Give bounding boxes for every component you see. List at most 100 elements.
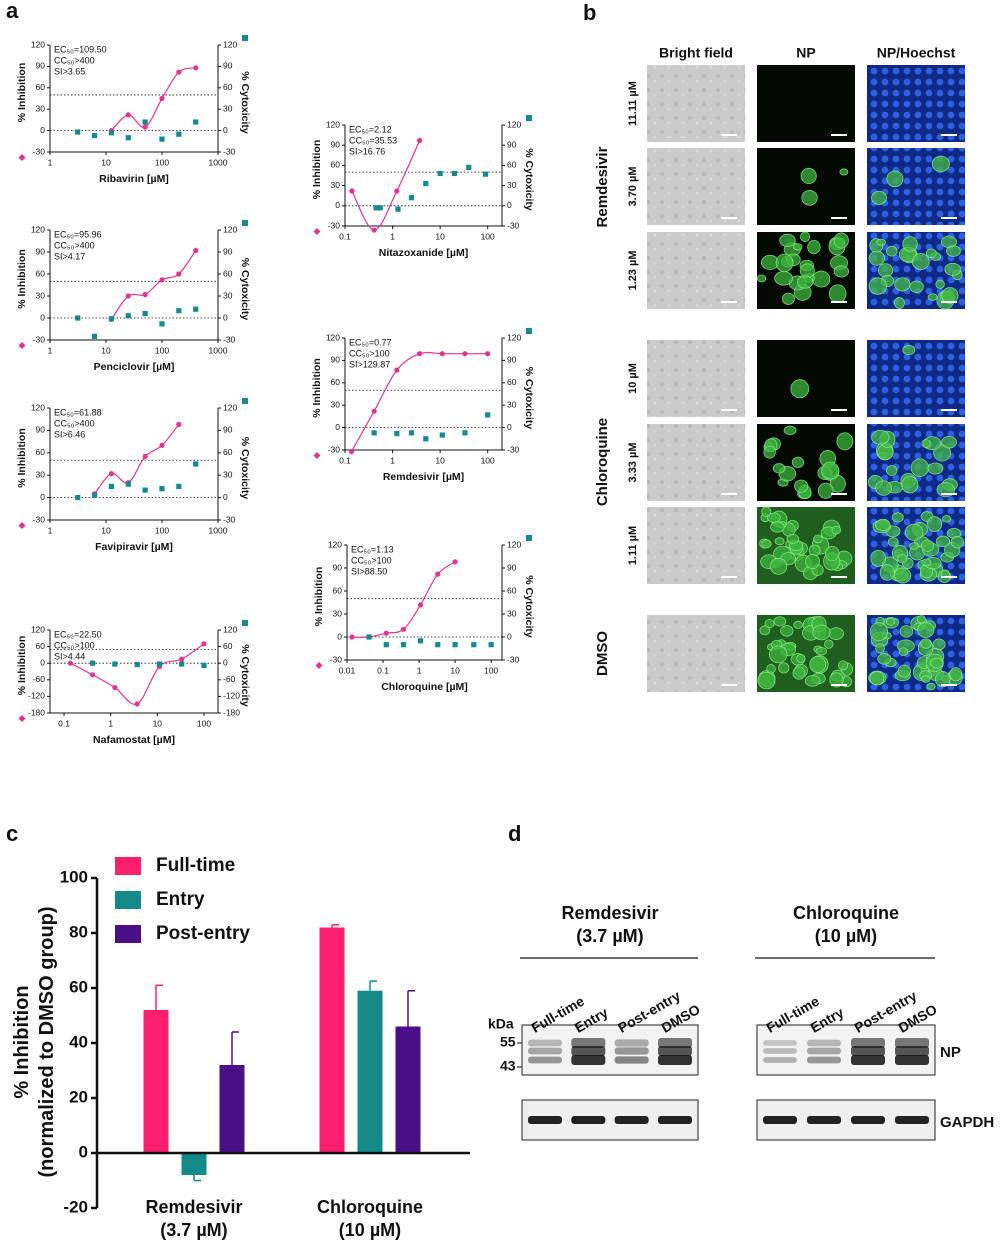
cytotoxicity-point [377, 205, 383, 211]
cytotoxicity-point [383, 642, 389, 648]
np-band [851, 1046, 885, 1056]
y-tick-label: 120 [328, 539, 342, 549]
y-axis-title: % Inhibition [16, 428, 28, 488]
y-tick-label: 60 [36, 268, 46, 278]
legend-marker [18, 154, 26, 161]
np-band [895, 1055, 929, 1065]
np-signal [894, 277, 911, 292]
y-tick-label: -30 [33, 514, 46, 524]
np-signal [766, 664, 776, 674]
y2-tick-label: 120 [507, 332, 521, 342]
y2-tick-label: -30 [507, 444, 520, 454]
annotation: SI>6.46 [54, 429, 85, 439]
annotation: CC₅₀>400 [54, 418, 95, 428]
y-tick-label: 60 [36, 82, 46, 92]
cytotoxicity-point [91, 132, 98, 139]
np-signal [891, 512, 904, 523]
inhibition-point [176, 271, 182, 277]
np-signal [824, 639, 834, 649]
np-signal [833, 265, 850, 278]
y2-tick-label: 60 [507, 377, 517, 387]
inhibition-point [349, 188, 355, 194]
cytotoxicity-point [90, 660, 96, 666]
legend-marker [18, 715, 26, 722]
cytotoxicity-point [159, 486, 165, 492]
np-signal [941, 435, 957, 449]
bright-field-image [647, 340, 745, 417]
np-image [757, 340, 855, 417]
y-tick-label: 0 [335, 200, 340, 210]
marker-unit: kDa [488, 1016, 514, 1032]
np-band [895, 1046, 929, 1056]
cytotoxicity-point [75, 495, 81, 501]
np-signal [894, 567, 912, 584]
y2-tick-label: 90 [223, 61, 233, 71]
np-signal [901, 476, 919, 494]
np-signal [942, 515, 952, 523]
np-signal [885, 617, 895, 626]
inhibition-point [67, 660, 74, 666]
np-image [757, 65, 855, 142]
x-tick-label: Remdesivir (3.7 µM) [145, 1197, 243, 1240]
cytotoxicity-point [371, 430, 377, 436]
inhibition-point [394, 188, 400, 194]
np-signal [879, 564, 895, 581]
panel-letter: d [508, 821, 521, 846]
inhibition-point [134, 701, 140, 707]
y-tick-label: 120 [31, 224, 45, 234]
np-signal [761, 539, 772, 549]
y2-tick-label: 90 [507, 355, 517, 365]
legend-marker [313, 228, 321, 235]
gapdh-band [763, 1116, 797, 1124]
y2-tick-label: -30 [507, 654, 520, 664]
bar [357, 990, 383, 1153]
y-axis-title: % Inhibition [313, 567, 325, 627]
y-tick-label: 40 [69, 1032, 88, 1051]
np-signal [927, 462, 944, 475]
np-signal [796, 653, 806, 663]
y-tick-label: 120 [326, 332, 340, 342]
np-signal [925, 248, 937, 259]
np-band [614, 1047, 649, 1055]
cytotoxicity-point [108, 130, 115, 136]
gapdh-band [528, 1116, 562, 1124]
y2-tick-label: -60 [223, 674, 236, 684]
np-signal [838, 660, 849, 671]
y2-tick-label: 0 [507, 631, 512, 641]
annotation: CC₅₀>100 [351, 555, 392, 565]
fit-curve [110, 67, 196, 132]
y-tick-label: 30 [36, 469, 46, 479]
np-signal [909, 280, 924, 293]
inhibition-point [394, 367, 400, 373]
x-tick-label: 100 [484, 665, 498, 675]
y-tick-label: 0 [40, 657, 45, 667]
y-tick-label: 100 [60, 867, 88, 886]
y-tick-label: 30 [331, 399, 341, 409]
annotation: CC₅₀>100 [54, 640, 95, 650]
y2-tick-label: 0 [507, 422, 512, 432]
np-signal [786, 534, 800, 544]
bright-field-image [647, 65, 745, 142]
np-band [528, 1047, 562, 1055]
legend-label: Full-time [156, 855, 235, 876]
y-tick-label: 30 [36, 103, 46, 113]
np-signal [935, 671, 951, 688]
legend-marker [526, 535, 532, 541]
bright-field-image [647, 232, 745, 309]
y2-tick-label: 60 [223, 447, 233, 457]
x-tick-label: 100 [481, 231, 495, 241]
annotation: EC₅₀=109.50 [54, 44, 107, 54]
np-signal [821, 461, 840, 480]
merge-image [867, 65, 965, 142]
np-signal [775, 253, 794, 273]
cytotoxicity-point [451, 170, 458, 177]
cytotoxicity-point [452, 642, 458, 648]
inhibition-point [159, 95, 165, 102]
cytotoxicity-point [366, 634, 372, 640]
cytotoxicity-point [75, 315, 81, 321]
gapdh-band [895, 1116, 929, 1124]
bright-field-image [647, 148, 745, 225]
y2-tick-label: 90 [507, 139, 517, 149]
y2-tick-label: -30 [223, 146, 236, 156]
y-tick-label: 60 [69, 977, 88, 996]
